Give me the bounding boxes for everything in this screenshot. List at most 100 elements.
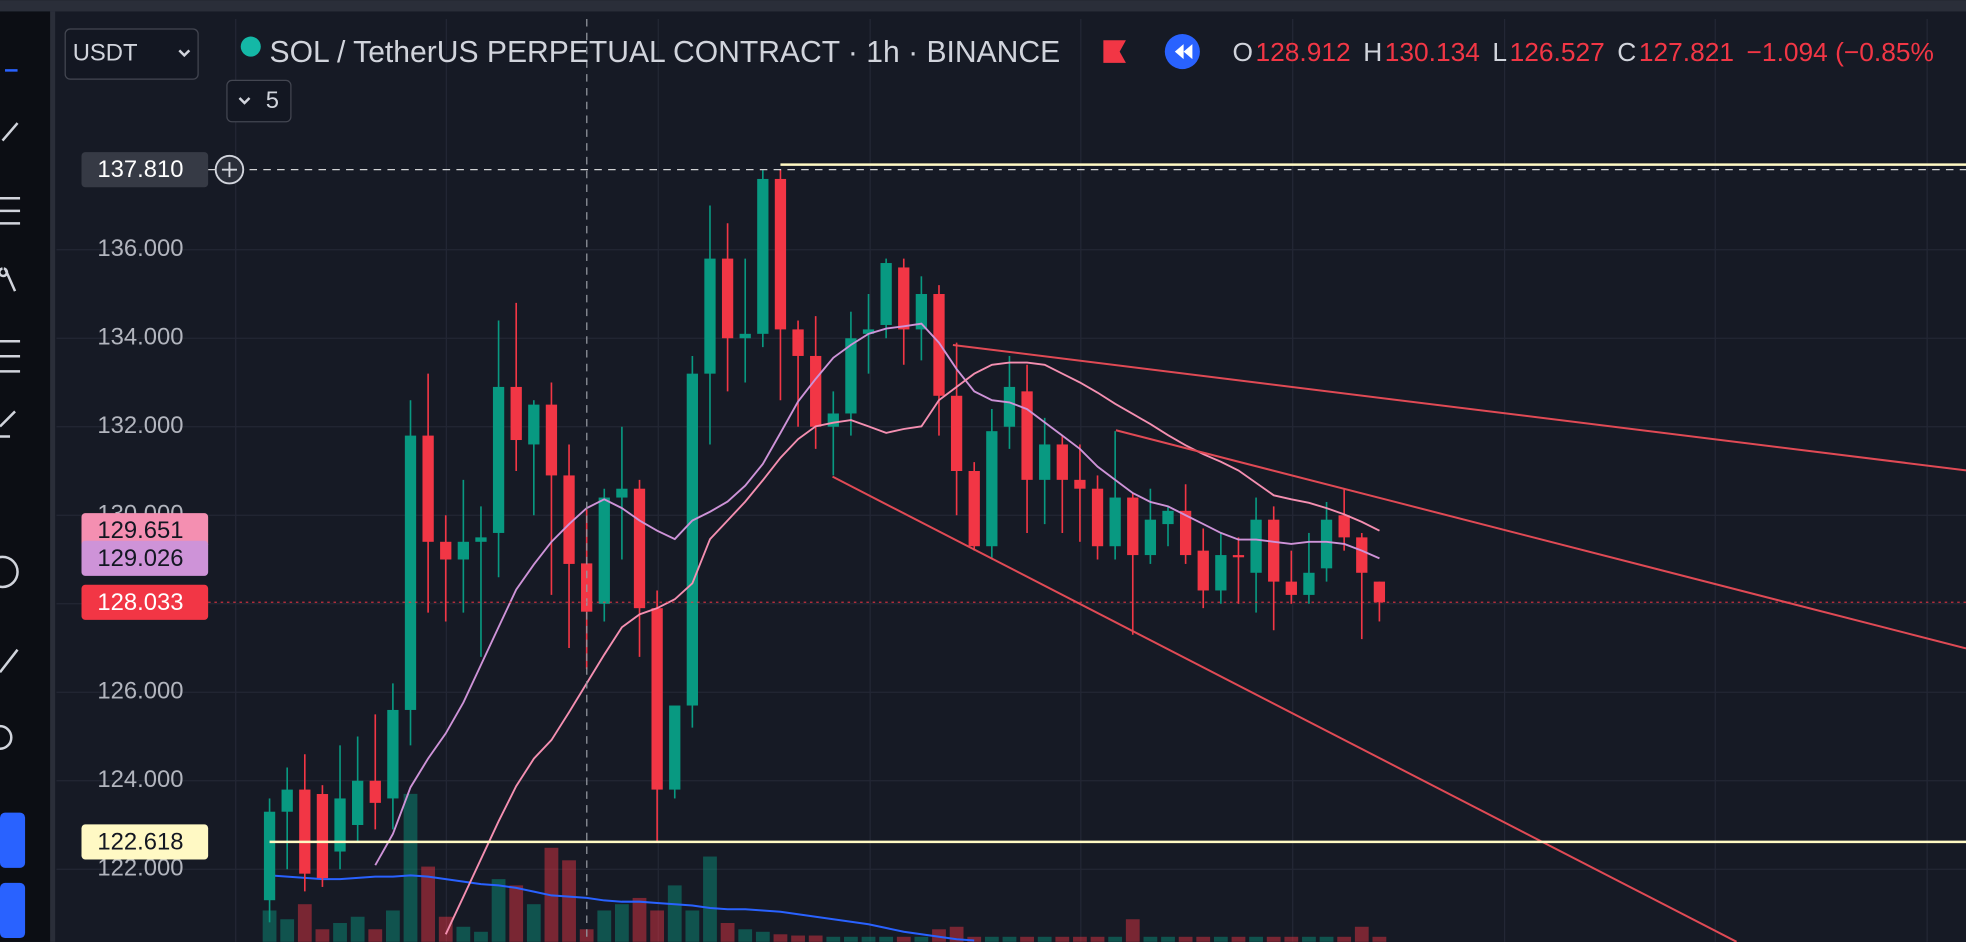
volume-bar bbox=[403, 793, 418, 942]
volume-bar bbox=[650, 910, 665, 942]
candle-body bbox=[1373, 581, 1386, 603]
volume-bar bbox=[1213, 936, 1228, 942]
price-label-box bbox=[81, 152, 209, 188]
volume-bar bbox=[703, 856, 717, 942]
ohlc-key: O bbox=[1233, 37, 1253, 67]
candle-body bbox=[545, 404, 558, 476]
toolbar-divider bbox=[50, 11, 56, 942]
volume-bar bbox=[438, 916, 453, 942]
volume-bar bbox=[297, 904, 312, 942]
candle-body bbox=[845, 338, 857, 414]
ohlc-value: 127.821 bbox=[1639, 37, 1734, 67]
moving-average-line bbox=[444, 361, 1380, 935]
candle-body bbox=[1250, 519, 1262, 573]
candle-body bbox=[1285, 581, 1297, 595]
candle-body bbox=[1074, 479, 1086, 489]
volume-bar bbox=[826, 936, 841, 942]
candle-body bbox=[915, 294, 928, 330]
visibility-button[interactable] bbox=[0, 882, 26, 939]
volume-bar bbox=[509, 885, 524, 942]
candle-body bbox=[369, 780, 381, 803]
volume-bar bbox=[262, 910, 277, 942]
candle-body bbox=[422, 435, 434, 542]
volume-bar bbox=[333, 923, 347, 942]
volume-bar bbox=[1354, 926, 1369, 942]
volume-bar bbox=[597, 910, 612, 942]
candle-body bbox=[757, 178, 769, 334]
trend-lines bbox=[832, 343, 1966, 942]
candle-body bbox=[810, 355, 822, 427]
candle-body bbox=[1232, 555, 1245, 558]
currency-select[interactable] bbox=[64, 28, 199, 80]
volume-bar bbox=[368, 929, 383, 942]
volume-bar bbox=[350, 916, 365, 942]
candle-body bbox=[774, 178, 787, 330]
price-label: 129.026 bbox=[97, 545, 183, 572]
volume-bar bbox=[773, 934, 788, 942]
volume-bar bbox=[632, 897, 647, 942]
volume-bar bbox=[755, 931, 770, 942]
candle-body bbox=[1179, 510, 1192, 556]
candle-body bbox=[1338, 515, 1350, 538]
candle-body bbox=[880, 263, 892, 325]
candle-body bbox=[334, 798, 346, 852]
price-label-box bbox=[81, 824, 209, 860]
candle-body bbox=[792, 329, 804, 356]
candle-body bbox=[1021, 391, 1033, 480]
indicator-count: 5 bbox=[266, 87, 279, 114]
ohlc-value: 130.134 bbox=[1385, 37, 1480, 67]
dropdown-arrow bbox=[178, 49, 191, 58]
flag[interactable] bbox=[1103, 40, 1126, 63]
volume-bar bbox=[1055, 936, 1070, 942]
volume-bar bbox=[844, 936, 858, 942]
volume-bar bbox=[1143, 936, 1158, 942]
candle-body bbox=[704, 258, 716, 374]
currency: USDT bbox=[73, 39, 138, 66]
volume-bar bbox=[1002, 936, 1017, 942]
ohlc-value: 128.912 bbox=[1256, 37, 1351, 67]
volume-bar bbox=[808, 935, 823, 942]
volume-bar bbox=[720, 923, 735, 942]
lock-button[interactable] bbox=[0, 812, 26, 868]
y-tick-label: 136.000 bbox=[97, 235, 183, 262]
candle-body bbox=[1109, 497, 1121, 547]
symbol-title: SOL / TetherUS PERPETUAL CONTRACT · 1h ·… bbox=[270, 36, 1061, 69]
price-label-box bbox=[81, 513, 209, 549]
candle-body bbox=[1162, 510, 1174, 525]
moving-average-line bbox=[374, 322, 1380, 866]
volume-bar bbox=[456, 926, 471, 942]
volume-bar bbox=[914, 936, 929, 942]
candle-body bbox=[1039, 444, 1051, 480]
replay-icon bbox=[1174, 44, 1193, 60]
candle-body bbox=[827, 413, 839, 427]
add-alert-icon bbox=[221, 162, 237, 178]
candle-body bbox=[457, 541, 469, 560]
volume-bar bbox=[1337, 936, 1352, 942]
indicators-toggle[interactable] bbox=[226, 79, 292, 123]
y-tick-label: 124.000 bbox=[97, 766, 183, 793]
candle-body bbox=[440, 541, 452, 560]
volume-bar bbox=[615, 904, 629, 942]
candle-body bbox=[686, 373, 699, 706]
candle-body bbox=[721, 258, 734, 339]
candle-body bbox=[1056, 444, 1068, 480]
toggle-arrow bbox=[238, 97, 251, 105]
candle-body bbox=[1003, 386, 1016, 427]
candle-body bbox=[263, 811, 276, 901]
candle-body bbox=[1144, 519, 1157, 556]
volume-ma-line bbox=[269, 874, 975, 942]
volume-bar bbox=[791, 935, 805, 942]
candle-body bbox=[492, 386, 505, 533]
candle-body bbox=[616, 488, 628, 498]
top-bar bbox=[0, 0, 1966, 12]
volume-bar bbox=[421, 866, 436, 942]
volume-bar bbox=[1161, 936, 1175, 942]
candle-body bbox=[986, 431, 998, 547]
volume-bar bbox=[738, 929, 753, 942]
volume-bar bbox=[1372, 936, 1387, 942]
volume-bar bbox=[1266, 936, 1281, 942]
candle-body bbox=[898, 267, 910, 330]
volume-bar bbox=[667, 885, 682, 942]
volume-bar bbox=[932, 929, 946, 942]
